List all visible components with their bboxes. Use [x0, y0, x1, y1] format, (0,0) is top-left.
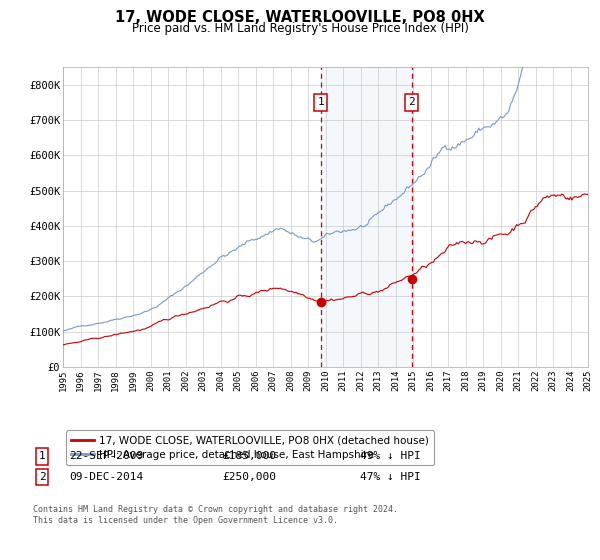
- Text: 2: 2: [409, 97, 415, 108]
- Text: 22-SEP-2009: 22-SEP-2009: [69, 451, 143, 461]
- Bar: [320, 67, 412, 367]
- Text: 47% ↓ HPI: 47% ↓ HPI: [360, 472, 421, 482]
- Text: Price paid vs. HM Land Registry's House Price Index (HPI): Price paid vs. HM Land Registry's House …: [131, 22, 469, 35]
- Text: 1: 1: [38, 451, 46, 461]
- Text: 2: 2: [38, 472, 46, 482]
- Text: £185,000: £185,000: [222, 451, 276, 461]
- Text: £250,000: £250,000: [222, 472, 276, 482]
- Text: Contains HM Land Registry data © Crown copyright and database right 2024.
This d: Contains HM Land Registry data © Crown c…: [33, 505, 398, 525]
- Text: 1: 1: [317, 97, 324, 108]
- Text: 17, WODE CLOSE, WATERLOOVILLE, PO8 0HX: 17, WODE CLOSE, WATERLOOVILLE, PO8 0HX: [115, 10, 485, 25]
- Text: 49% ↓ HPI: 49% ↓ HPI: [360, 451, 421, 461]
- Legend: 17, WODE CLOSE, WATERLOOVILLE, PO8 0HX (detached house), HPI: Average price, det: 17, WODE CLOSE, WATERLOOVILLE, PO8 0HX (…: [65, 431, 434, 465]
- Text: 09-DEC-2014: 09-DEC-2014: [69, 472, 143, 482]
